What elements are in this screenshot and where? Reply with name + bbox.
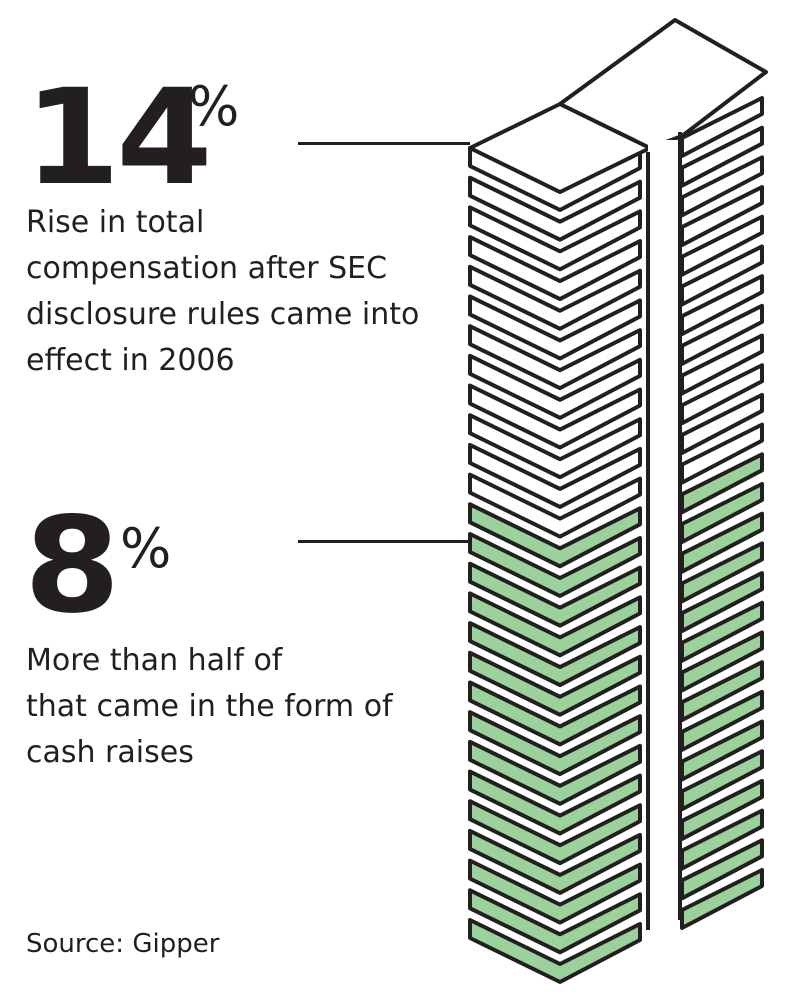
bill-left-8 [468,710,642,777]
leader-line-cash-raises [298,540,470,543]
bill-left-21 [468,324,642,391]
bill-left-16 [468,472,642,539]
bill-left-6 [468,769,642,836]
stat-value-cash-raises: 8 [24,489,120,643]
bill-left-10 [468,650,642,717]
bill-left-15 [468,502,642,569]
bill-left-23 [468,264,642,331]
bill-left-7 [468,739,642,806]
bill-left-2 [468,888,642,955]
stat-description-total-rise: Rise in total compensation after SEC dis… [26,205,420,378]
bill-left-19 [468,383,642,450]
bill-left-1 [468,918,642,984]
stack-center-gap [648,140,680,930]
stat-value-total-rise: 14 [24,61,213,215]
leader-line-total-rise [298,142,470,145]
bill-left-5 [468,799,642,866]
bill-top-face-right [558,18,768,150]
stat-unit-cash-raises: % [120,517,172,580]
bill-right-1 [680,868,764,930]
source-note: Source: Gipper [26,929,220,959]
bill-left-11 [468,621,642,688]
bill-left-24 [468,235,642,302]
bill-left-17 [468,442,642,509]
bill-left-4 [468,828,642,895]
bill-left-14 [468,532,642,598]
bill-left-26 [468,175,642,242]
stat-description-cash-raises: More than half of that came in the form … [26,643,393,770]
bill-left-3 [468,858,642,925]
bill-left-18 [468,413,642,480]
bill-left-9 [468,680,642,747]
bill-left-25 [468,205,642,272]
bill-left-20 [468,353,642,420]
bill-left-12 [468,591,642,658]
stat-unit-total-rise: % [188,75,240,138]
bill-left-13 [468,561,642,628]
bill-left-22 [468,294,642,361]
